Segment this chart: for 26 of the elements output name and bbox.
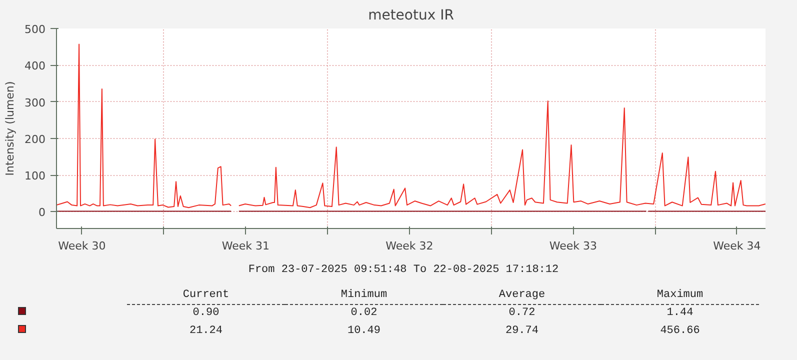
x-tick-label: Week 34 xyxy=(713,240,761,252)
text: Current xyxy=(127,286,285,305)
x-tick-label: Week 32 xyxy=(386,240,434,252)
y-tick-label: 200 xyxy=(24,132,46,146)
y-tick-label: 500 xyxy=(24,23,46,36)
x-tick-label: Week 33 xyxy=(549,240,598,252)
text: 10.49 xyxy=(346,324,382,340)
text: 0.90 xyxy=(192,306,220,322)
text: From 23-07-2025 09:51:48 To 22-08-2025 17:18:12 xyxy=(247,263,560,278)
y-tick-label: 300 xyxy=(24,96,46,110)
text: Maximum xyxy=(601,286,759,305)
x-tick-label: Week 30 xyxy=(58,240,106,252)
y-tick-label: 0 xyxy=(38,206,46,220)
y-tick-label: 100 xyxy=(24,170,46,183)
chart-title: meteotux IR xyxy=(368,8,454,24)
text: Average xyxy=(443,286,601,305)
text: 29.74 xyxy=(504,324,540,340)
text: Minimum xyxy=(285,286,443,305)
y-tick-label: 400 xyxy=(24,60,46,73)
text: 456.66 xyxy=(659,324,701,340)
text: 1.44 xyxy=(666,306,694,322)
x-tick-label: Week 31 xyxy=(222,240,270,252)
y-axis-title: Intensity (lumen) xyxy=(4,81,17,176)
text: 21.24 xyxy=(188,324,224,340)
text: 0.72 xyxy=(508,306,536,322)
text: 0.02 xyxy=(350,306,378,322)
